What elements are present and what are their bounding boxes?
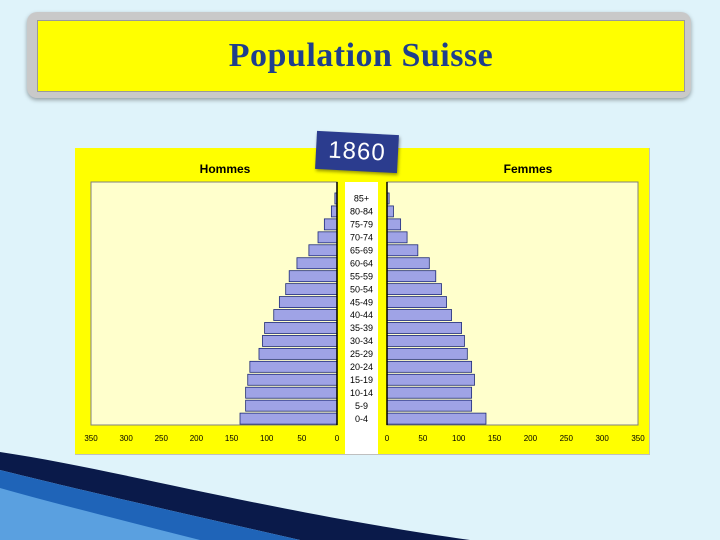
bars-femmes xyxy=(386,182,487,425)
bar-femmes-15-19 xyxy=(386,373,475,386)
tick-label-hommes: 350 xyxy=(84,434,98,443)
bar-hommes-65-69 xyxy=(308,244,338,257)
tick-label-hommes: 50 xyxy=(297,434,306,443)
age-label: 60-64 xyxy=(350,258,373,268)
bar-femmes-75-79 xyxy=(386,218,402,231)
bar-femmes-50-54 xyxy=(386,283,442,296)
title-hommes: Hommes xyxy=(200,162,251,176)
bar-hommes-50-54 xyxy=(285,283,338,296)
bar-hommes-10-14 xyxy=(245,386,338,399)
tick-label-femmes: 350 xyxy=(631,434,645,443)
tick-label-hommes: 200 xyxy=(190,434,204,443)
bar-hommes-75-79 xyxy=(323,218,338,231)
tick-label-femmes: 50 xyxy=(418,434,427,443)
bar-hommes-15-19 xyxy=(247,373,338,386)
tick-label-hommes: 150 xyxy=(225,434,239,443)
ticks-hommes: 350 300 250 200 150 100 50 0 xyxy=(84,434,339,443)
age-label: 40-44 xyxy=(350,310,373,320)
age-label: 80-84 xyxy=(350,207,373,217)
age-label: 50-54 xyxy=(350,284,373,294)
age-label: 25-29 xyxy=(350,349,373,359)
age-label: 10-14 xyxy=(350,388,373,398)
bars-hommes xyxy=(239,182,338,425)
bar-femmes-80-84 xyxy=(386,205,394,218)
bar-hommes-25-29 xyxy=(258,347,338,360)
bar-hommes-45-49 xyxy=(278,296,338,308)
bar-femmes-30-34 xyxy=(386,335,465,347)
title-box: Population Suisse xyxy=(37,20,685,92)
age-label: 65-69 xyxy=(350,245,373,255)
age-label: 35-39 xyxy=(350,323,373,333)
bar-femmes-65-69 xyxy=(386,244,419,257)
tick-label-femmes: 0 xyxy=(385,434,390,443)
age-label: 20-24 xyxy=(350,362,373,372)
tick-label-femmes: 100 xyxy=(452,434,466,443)
bar-femmes-25-29 xyxy=(386,347,468,360)
bar-femmes-55-59 xyxy=(386,270,437,283)
tick-label-femmes: 250 xyxy=(560,434,574,443)
age-label: 70-74 xyxy=(350,233,373,243)
tick-label-hommes: 300 xyxy=(119,434,133,443)
tick-label-hommes: 0 xyxy=(335,434,340,443)
age-label-column xyxy=(345,182,378,454)
bar-hommes-55-59 xyxy=(288,270,338,283)
bar-hommes-0-4 xyxy=(239,412,338,425)
bar-femmes-45-49 xyxy=(386,296,447,308)
tick-label-femmes: 150 xyxy=(488,434,502,443)
bar-femmes-5-9 xyxy=(386,399,473,412)
title-femmes: Femmes xyxy=(504,162,553,176)
chart-svg: Hommes Femmes 85+ 80-84 75-79 70-74 65-69 60-… xyxy=(84,162,645,454)
age-label: 55-59 xyxy=(350,271,373,281)
bar-hommes-40-44 xyxy=(273,309,338,321)
bar-hommes-80-84 xyxy=(330,205,338,218)
age-labels: 85+ 80-84 75-79 70-74 65-69 60-64 55-59 50-54 45… xyxy=(350,194,373,424)
bar-hommes-60-64 xyxy=(296,257,338,270)
bar-femmes-0-4 xyxy=(386,412,487,425)
bar-femmes-35-39 xyxy=(386,322,462,334)
age-label: 45-49 xyxy=(350,297,373,307)
bar-hommes-20-24 xyxy=(249,360,338,373)
bar-hommes-30-34 xyxy=(262,335,338,347)
ticks-femmes: 0 50 100 150 200 250 300 350 xyxy=(385,434,645,443)
year-label: 1860 xyxy=(327,136,387,167)
bar-hommes-5-9 xyxy=(245,399,338,412)
bar-hommes-70-74 xyxy=(317,231,338,244)
bar-femmes-40-44 xyxy=(386,309,452,321)
age-label: 0-4 xyxy=(355,414,368,424)
tick-label-femmes: 200 xyxy=(524,434,538,443)
bar-hommes-35-39 xyxy=(264,322,338,334)
bar-femmes-10-14 xyxy=(386,386,473,399)
age-label: 15-19 xyxy=(350,375,373,385)
bar-femmes-70-74 xyxy=(386,231,408,244)
age-label: 75-79 xyxy=(350,220,373,230)
age-label: 30-34 xyxy=(350,336,373,346)
age-label: 5-9 xyxy=(355,401,368,411)
bar-femmes-20-24 xyxy=(386,360,473,373)
tick-label-hommes: 250 xyxy=(155,434,169,443)
age-label: 85+ xyxy=(354,194,369,204)
year-badge: 1860 xyxy=(315,130,399,174)
population-pyramid-chart: Hommes Femmes 85+ 80-84 75-79 70-74 65-69 60-… xyxy=(75,148,650,455)
page-title: Population Suisse xyxy=(228,37,494,74)
tick-label-hommes: 100 xyxy=(260,434,274,443)
bar-femmes-60-64 xyxy=(386,257,430,270)
tick-label-femmes: 300 xyxy=(595,434,609,443)
